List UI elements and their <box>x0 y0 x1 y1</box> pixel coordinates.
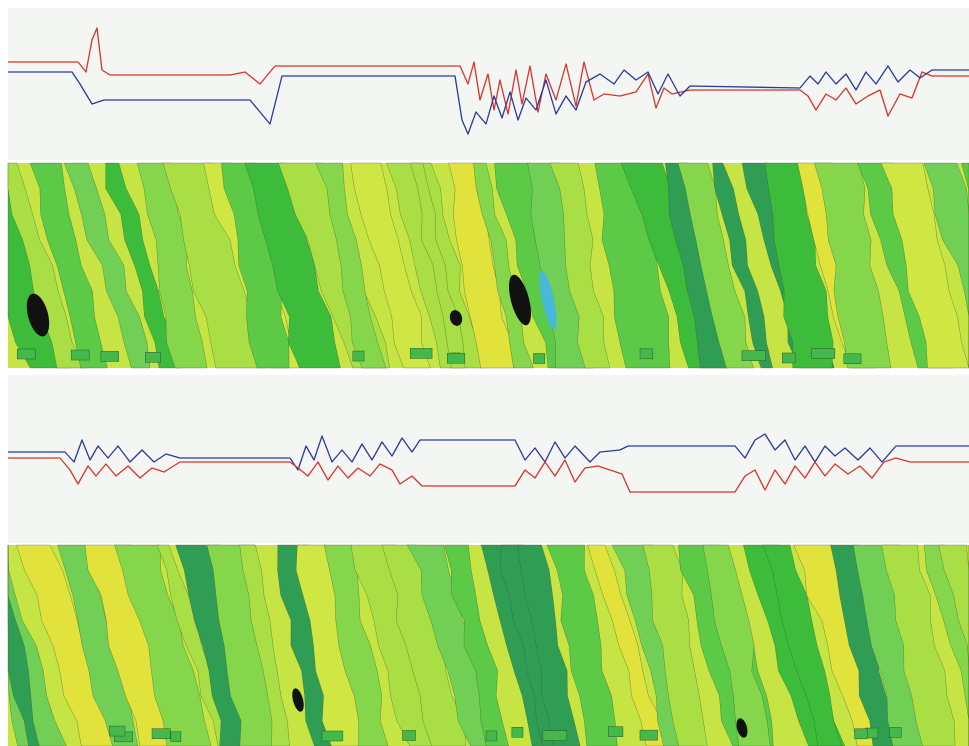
contour-field-top <box>8 163 969 368</box>
contour-block <box>855 729 868 739</box>
contour-block <box>512 727 523 737</box>
contour-block <box>322 731 343 741</box>
contour-block <box>534 353 545 363</box>
contour-block <box>145 352 160 362</box>
contour-block <box>742 351 766 361</box>
trace-panel-bottom <box>8 375 969 543</box>
contour-block <box>640 349 653 359</box>
contour-block <box>782 353 795 363</box>
contour-block <box>608 727 623 737</box>
contour-block <box>71 350 89 360</box>
contour-block <box>17 349 35 359</box>
contour-block <box>101 351 119 361</box>
contour-block <box>890 727 902 737</box>
contour-block <box>640 730 658 740</box>
contour-block <box>543 731 567 741</box>
contour-block <box>110 726 125 736</box>
contour-block <box>152 729 170 739</box>
contour-block <box>486 731 497 741</box>
contour-block <box>844 354 861 364</box>
contour-block <box>812 349 835 359</box>
figure <box>0 0 969 746</box>
contour-block <box>171 732 181 742</box>
contour-field-bottom <box>8 545 969 746</box>
contour-block <box>403 730 416 740</box>
page: {} (() => { const data = JSON.parse(docu… <box>0 0 969 746</box>
contour-block <box>447 353 464 363</box>
contour-block <box>353 351 364 361</box>
contour-block <box>410 348 432 358</box>
trace-panel-top <box>8 8 969 160</box>
